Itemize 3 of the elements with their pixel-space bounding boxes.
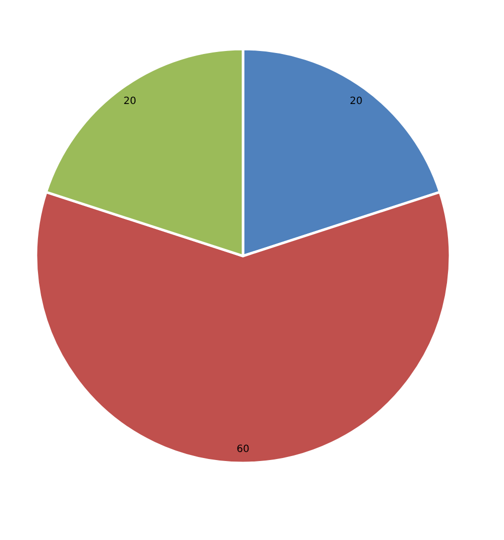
- data-label: 20: [350, 96, 363, 107]
- data-label: 60: [236, 444, 250, 456]
- data-label: 20: [123, 96, 136, 107]
